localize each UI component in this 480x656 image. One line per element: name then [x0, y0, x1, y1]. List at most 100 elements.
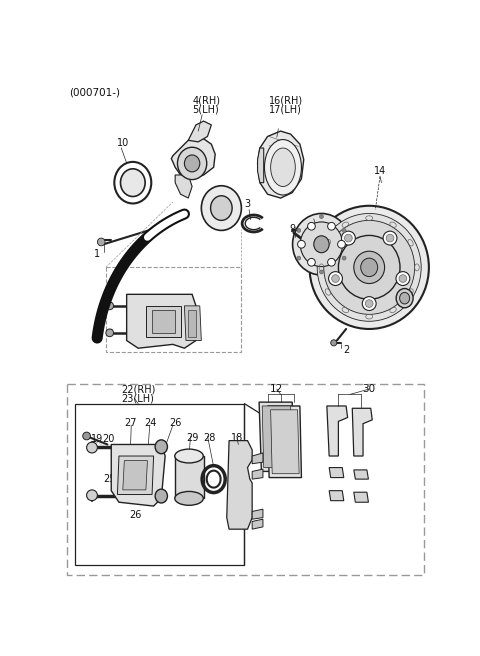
Text: 2: 2 [343, 345, 349, 355]
Circle shape [106, 302, 114, 310]
Bar [67, 384, 424, 575]
Ellipse shape [120, 169, 145, 197]
Circle shape [329, 272, 342, 285]
Text: 1: 1 [94, 249, 100, 259]
Text: 14: 14 [374, 166, 386, 176]
Ellipse shape [201, 186, 241, 230]
Polygon shape [188, 121, 211, 142]
Circle shape [383, 231, 397, 245]
Ellipse shape [400, 293, 409, 304]
Ellipse shape [264, 140, 301, 195]
Text: 10: 10 [118, 138, 130, 148]
Polygon shape [152, 310, 175, 333]
Circle shape [399, 275, 407, 282]
Text: 16(RH): 16(RH) [269, 95, 303, 105]
Text: 5(LH): 5(LH) [192, 104, 219, 115]
Text: 8: 8 [311, 215, 317, 224]
Ellipse shape [324, 220, 415, 314]
Polygon shape [118, 456, 154, 495]
Circle shape [86, 442, 97, 453]
Polygon shape [354, 470, 369, 479]
Circle shape [396, 272, 410, 285]
Ellipse shape [314, 236, 329, 253]
Circle shape [97, 238, 105, 246]
Circle shape [341, 231, 355, 245]
Circle shape [106, 329, 114, 337]
Ellipse shape [396, 289, 413, 308]
Text: 28: 28 [204, 434, 216, 443]
Polygon shape [327, 406, 348, 456]
Circle shape [328, 258, 336, 266]
Text: 23(LH): 23(LH) [121, 393, 154, 403]
Circle shape [308, 222, 315, 230]
Ellipse shape [354, 251, 384, 283]
Text: 3: 3 [244, 199, 251, 209]
Polygon shape [354, 492, 369, 502]
Polygon shape [271, 410, 299, 474]
Polygon shape [352, 408, 372, 456]
Text: 4(RH): 4(RH) [192, 95, 220, 105]
Text: 19: 19 [90, 434, 103, 444]
Text: 6: 6 [399, 288, 405, 298]
Text: 20: 20 [102, 434, 114, 444]
Polygon shape [227, 441, 252, 529]
Circle shape [86, 490, 97, 501]
Circle shape [83, 432, 90, 440]
Polygon shape [184, 306, 201, 340]
Text: 30: 30 [362, 384, 376, 394]
Polygon shape [252, 453, 263, 464]
Polygon shape [175, 175, 192, 198]
Circle shape [320, 270, 324, 274]
Ellipse shape [211, 195, 232, 220]
Polygon shape [267, 406, 301, 478]
Text: 12: 12 [270, 384, 283, 394]
Text: 9: 9 [289, 224, 295, 234]
Circle shape [331, 340, 337, 346]
Ellipse shape [178, 147, 207, 180]
Polygon shape [111, 445, 165, 506]
Ellipse shape [155, 489, 168, 503]
Circle shape [342, 256, 346, 260]
Text: 7: 7 [217, 188, 223, 197]
Polygon shape [259, 402, 294, 472]
Text: 25: 25 [104, 474, 116, 484]
Circle shape [342, 228, 346, 232]
Polygon shape [329, 468, 344, 478]
Circle shape [328, 222, 336, 230]
Circle shape [308, 258, 315, 266]
Ellipse shape [175, 449, 203, 463]
Polygon shape [252, 509, 263, 519]
Polygon shape [258, 131, 304, 198]
Bar [106, 268, 240, 352]
Ellipse shape [338, 236, 400, 299]
Circle shape [345, 234, 352, 242]
Ellipse shape [155, 440, 168, 454]
Text: 26: 26 [130, 510, 142, 520]
Text: 24: 24 [144, 418, 157, 428]
Polygon shape [329, 491, 344, 501]
Text: 17(LH): 17(LH) [269, 104, 302, 115]
Circle shape [365, 300, 373, 308]
Polygon shape [127, 295, 196, 348]
Polygon shape [146, 306, 180, 337]
Polygon shape [252, 469, 263, 479]
Polygon shape [171, 139, 215, 179]
Circle shape [297, 228, 300, 232]
Text: 27: 27 [124, 418, 137, 428]
Text: 22(RH): 22(RH) [121, 384, 156, 394]
Ellipse shape [175, 491, 203, 505]
Text: 26: 26 [169, 418, 181, 428]
Polygon shape [188, 310, 196, 337]
Ellipse shape [271, 148, 295, 186]
Ellipse shape [310, 206, 429, 329]
Polygon shape [252, 519, 263, 529]
Text: 29: 29 [187, 434, 199, 443]
Text: 18: 18 [230, 434, 243, 443]
Circle shape [320, 215, 324, 218]
Ellipse shape [317, 213, 421, 321]
Ellipse shape [293, 213, 350, 275]
Polygon shape [175, 456, 204, 499]
Circle shape [386, 234, 394, 242]
Polygon shape [262, 406, 292, 468]
Text: (000701-): (000701-) [69, 88, 120, 98]
